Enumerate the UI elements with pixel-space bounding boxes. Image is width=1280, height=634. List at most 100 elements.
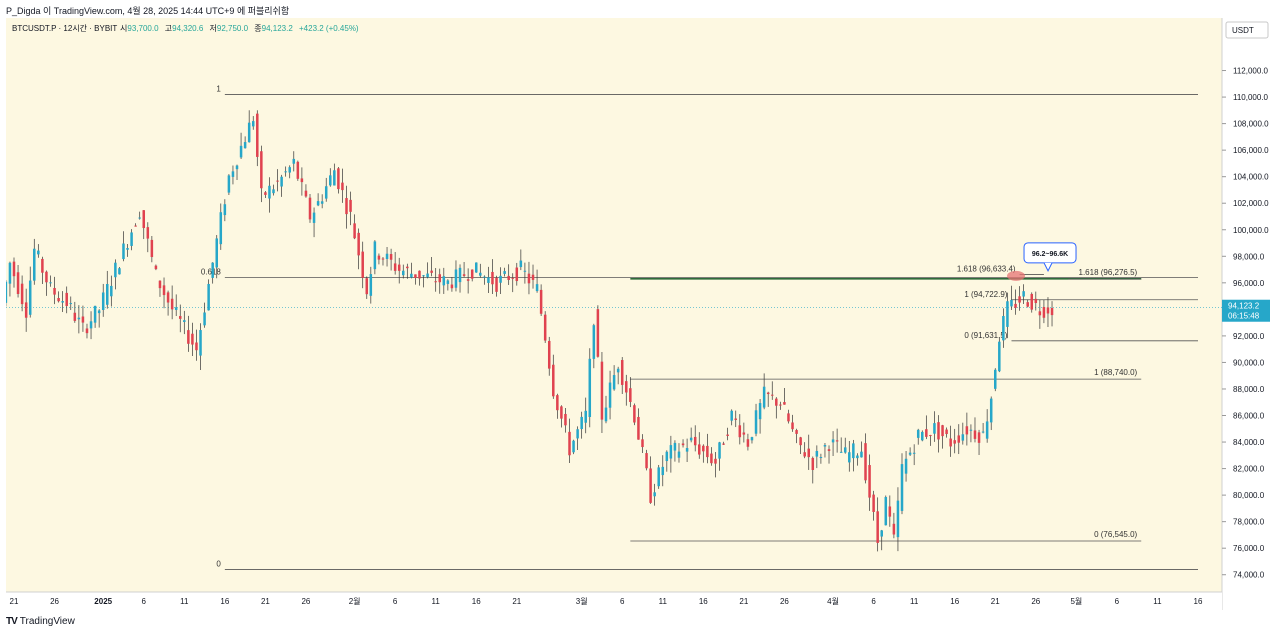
candle-up <box>8 262 12 284</box>
tradingview-brand: TradingView <box>19 616 75 627</box>
fib-label: 0 (91,631.5) <box>964 331 1007 340</box>
candle-up <box>572 440 575 453</box>
candle-down <box>556 395 559 411</box>
candle-up <box>211 262 214 278</box>
y-tick-label: 82,000.0 <box>1233 465 1265 474</box>
candle-down <box>264 192 267 195</box>
candle-down <box>515 267 519 282</box>
y-tick-label: 92,000.0 <box>1233 332 1265 341</box>
candle-down <box>195 342 198 351</box>
candle-up <box>499 275 502 283</box>
candle-up <box>576 429 579 439</box>
fib-label: 1.618 (96,276.5) <box>1079 268 1138 277</box>
candle-down <box>629 388 632 402</box>
candle-down <box>925 429 928 437</box>
candle-up <box>101 292 105 310</box>
y-tick-label: 110,000.0 <box>1233 93 1269 102</box>
candle-down <box>300 178 304 183</box>
candle-up <box>1006 301 1009 327</box>
candle-down <box>397 264 401 271</box>
candle-down <box>178 316 182 319</box>
publish-caption: P_Digda 이 TradingView.com, 4월 28, 2025 1… <box>6 6 290 16</box>
candle-down <box>637 416 640 440</box>
candle-up <box>288 167 291 173</box>
fib-label: 0 (76,545.0) <box>1094 530 1137 539</box>
candle-down <box>507 275 510 280</box>
candle-down <box>600 361 604 420</box>
y-tick-label: 88,000.0 <box>1233 385 1265 394</box>
candle-down <box>543 314 547 341</box>
candle-up <box>848 452 851 463</box>
candle-down <box>57 297 60 302</box>
candle-down <box>787 413 790 422</box>
candle-up <box>292 158 296 164</box>
x-tick-label: 6 <box>142 597 147 606</box>
candle-up <box>138 217 141 219</box>
candle-down <box>65 292 68 306</box>
candle-up <box>215 238 218 268</box>
candle-up <box>604 407 608 422</box>
candle-down <box>645 453 648 469</box>
currency-button[interactable] <box>1225 21 1269 39</box>
x-tick-label: 21 <box>261 597 270 606</box>
candle-up <box>126 248 129 250</box>
candle-up <box>653 492 656 497</box>
x-tick-label: 5월 <box>1070 596 1082 606</box>
candle-up <box>329 175 332 186</box>
candle-down <box>738 425 742 438</box>
y-tick-label: 108,000.0 <box>1233 120 1269 129</box>
candle-down <box>1014 303 1017 308</box>
fib-label: 1.618 (96,633.4) <box>957 264 1016 273</box>
candle-up <box>97 310 101 314</box>
candle-down <box>365 278 369 295</box>
candle-down <box>381 258 385 260</box>
candle-down <box>430 270 433 273</box>
x-tick-label: 26 <box>50 597 59 606</box>
candle-down <box>491 271 494 285</box>
candle-down <box>734 418 738 420</box>
candle-down <box>1046 307 1050 314</box>
currency-label: USDT <box>1232 26 1254 35</box>
candle-up <box>860 451 863 458</box>
candle-down <box>41 258 44 273</box>
price-chart[interactable]: 1 0.618 0 1 (88,740.0) 0 (76,545.0) 1.618 (96… <box>6 18 1274 610</box>
candle-down <box>1050 307 1054 316</box>
y-tick-label: 98,000.0 <box>1233 252 1265 261</box>
candle-down <box>142 210 146 229</box>
candle-down <box>726 434 729 436</box>
candle-down <box>766 392 770 395</box>
candle-down <box>568 431 571 456</box>
candle-up <box>884 497 888 526</box>
candle-up <box>916 429 920 438</box>
candle-down <box>511 277 514 279</box>
candle-up <box>203 312 206 326</box>
candle-up <box>320 201 324 204</box>
candle-down <box>276 180 279 182</box>
open-value: 93,700.0 <box>127 24 159 33</box>
chart-area[interactable]: 1 0.618 0 1 (88,740.0) 0 (76,545.0) 1.618 (96… <box>6 18 1274 610</box>
x-tick-label: 4월 <box>827 596 839 606</box>
tradingview-logo[interactable]: TV TradingView <box>6 616 75 627</box>
candle-down <box>957 435 961 443</box>
candle-up <box>750 437 754 441</box>
candle-down <box>1018 296 1021 303</box>
time-axis-panel[interactable] <box>6 592 1222 610</box>
candle-down <box>361 251 364 278</box>
candle-down <box>872 494 875 512</box>
candle-down <box>531 274 535 280</box>
fib-label: 1 <box>216 84 221 93</box>
change-value: +423.2 (+0.45%) <box>299 24 359 33</box>
candle-down <box>1042 306 1046 318</box>
x-tick-label: 16 <box>1194 597 1203 606</box>
candle-down <box>393 263 397 271</box>
candle-up <box>231 171 235 177</box>
x-tick-label: 6 <box>1115 597 1120 606</box>
candle-up <box>483 276 486 278</box>
candle-up <box>762 386 766 408</box>
candle-up <box>580 416 583 430</box>
open-label: 시 <box>120 24 127 33</box>
candle-down <box>166 292 170 303</box>
candle-up <box>324 186 328 199</box>
candle-down <box>308 197 312 220</box>
candle-up <box>426 273 429 278</box>
